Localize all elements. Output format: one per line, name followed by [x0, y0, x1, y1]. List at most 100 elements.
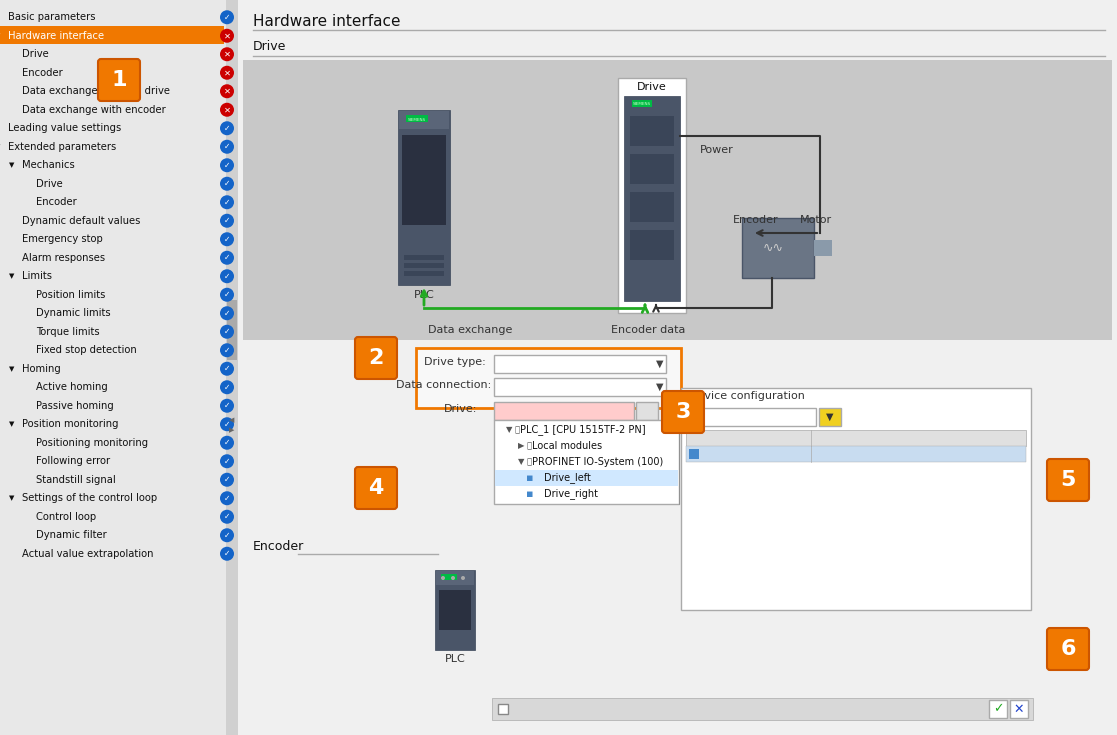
Bar	[238, 0, 1117, 735]
Bar	[405, 115, 428, 122]
Text: ✕: ✕	[223, 50, 230, 59]
Text: Drive: Drive	[498, 380, 527, 390]
FancyBboxPatch shape	[98, 59, 140, 101]
Circle shape	[220, 362, 233, 376]
Bar	[624, 96, 680, 301]
Text: SIEMENS: SIEMENS	[633, 102, 651, 106]
Bar	[1010, 700, 1028, 718]
Circle shape	[441, 576, 445, 580]
Text: 1: 1	[112, 70, 126, 90]
Text: Drive_right: Drive_right	[544, 489, 598, 500]
Bar	[494, 420, 679, 504]
Text: ✓: ✓	[223, 476, 230, 484]
FancyBboxPatch shape	[1047, 628, 1089, 670]
Bar	[0, 0, 238, 735]
Text: 4: 4	[369, 478, 383, 498]
Bar	[989, 700, 1008, 718]
Bar	[441, 574, 457, 580]
Text: ...: ...	[642, 405, 651, 415]
Text: Show all modules: Show all modules	[512, 702, 603, 712]
Circle shape	[220, 85, 233, 98]
Text: Drive: Drive	[22, 49, 49, 60]
Text: ✓: ✓	[223, 401, 230, 410]
Circle shape	[220, 454, 233, 468]
Text: ▼: ▼	[9, 421, 15, 427]
Text: ✓: ✓	[223, 327, 230, 336]
Circle shape	[220, 269, 233, 283]
Bar	[404, 263, 443, 268]
Bar	[630, 192, 674, 222]
Text: Device configuration: Device configuration	[689, 391, 805, 401]
Text: 6: 6	[1060, 639, 1076, 659]
Text: Mechanics: Mechanics	[22, 160, 75, 171]
Circle shape	[461, 576, 465, 580]
Text: PROFINET IO-System (100): PROFINET IO-System (100)	[532, 457, 663, 467]
Text: Device type: Device type	[821, 433, 884, 443]
Text: ▼: ▼	[657, 382, 663, 392]
Text: ▼ 📁: ▼ 📁	[506, 426, 521, 434]
Text: ▼: ▼	[9, 366, 15, 372]
FancyBboxPatch shape	[355, 337, 397, 379]
Text: ✓: ✓	[223, 365, 230, 373]
Bar	[630, 154, 674, 184]
Text: Actual value extrapolation: Actual value extrapolation	[22, 549, 153, 559]
Text: ✓: ✓	[993, 703, 1003, 715]
Text: ✓: ✓	[223, 383, 230, 392]
Text: ✓: ✓	[223, 179, 230, 188]
Text: Basic parameters: Basic parameters	[8, 12, 95, 22]
Text: PLC: PLC	[413, 290, 435, 300]
Circle shape	[220, 399, 233, 413]
Bar	[819, 408, 841, 426]
Text: ✓: ✓	[223, 198, 230, 207]
Bar	[636, 402, 658, 420]
Text: ✓: ✓	[223, 531, 230, 539]
Text: 3: 3	[676, 402, 690, 422]
Text: Power: Power	[700, 145, 734, 155]
Circle shape	[220, 140, 233, 154]
Text: Data exchange: Data exchange	[428, 325, 513, 335]
Circle shape	[220, 528, 233, 542]
Text: Following error: Following error	[36, 456, 111, 466]
Text: Data exchange with the drive: Data exchange with the drive	[22, 86, 170, 96]
Text: Motor: Motor	[800, 215, 832, 225]
Text: ✓: ✓	[223, 345, 230, 355]
Bar	[404, 271, 443, 276]
Circle shape	[220, 380, 233, 394]
Circle shape	[220, 65, 233, 80]
Text: ▶: ▶	[229, 427, 235, 433]
Text: Control loop: Control loop	[36, 512, 96, 522]
Text: ✕: ✕	[223, 32, 230, 40]
Text: Passive homing: Passive homing	[36, 401, 114, 411]
Bar	[498, 704, 508, 714]
Text: Encoder data: Encoder data	[611, 325, 685, 335]
Bar	[814, 240, 832, 256]
Bar	[686, 408, 817, 426]
Bar	[681, 388, 1031, 610]
Circle shape	[220, 10, 233, 24]
Text: Drive: Drive	[252, 40, 286, 53]
Text: ✓: ✓	[223, 272, 230, 281]
Text: Encoder: Encoder	[36, 197, 77, 207]
Circle shape	[220, 287, 233, 302]
Bar	[630, 230, 674, 260]
Text: ✓: ✓	[223, 234, 230, 244]
Bar	[402, 135, 446, 225]
Bar	[491, 698, 1033, 720]
Bar	[686, 446, 1027, 462]
Bar	[689, 449, 699, 459]
Bar	[435, 570, 475, 650]
Text: Dynamic default values: Dynamic default values	[22, 216, 141, 226]
Text: ▶ 📁: ▶ 📁	[518, 442, 532, 451]
Circle shape	[220, 325, 233, 339]
Circle shape	[220, 251, 233, 265]
Text: Encoder: Encoder	[22, 68, 63, 78]
Text: <Select drive>: <Select drive>	[498, 405, 577, 415]
Text: ✓: ✓	[223, 254, 230, 262]
Bar	[227, 300, 237, 360]
Text: ✓: ✓	[223, 494, 230, 503]
Text: Encoder: Encoder	[733, 215, 779, 225]
Text: Settings of the control loop: Settings of the control loop	[22, 493, 157, 503]
Bar	[0, 26, 225, 44]
Text: Drive control: Drive control	[703, 449, 771, 459]
Circle shape	[451, 576, 455, 580]
